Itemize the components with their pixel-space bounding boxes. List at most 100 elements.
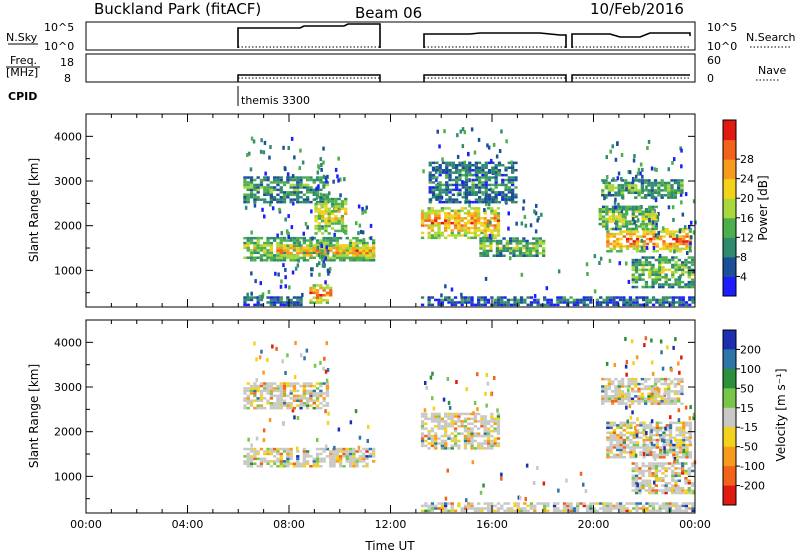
power-cell (614, 186, 618, 190)
power-cell (289, 200, 293, 204)
power-cell (529, 296, 534, 299)
power-cell (273, 301, 277, 304)
velocity-cell (282, 450, 287, 453)
velocity-cell (437, 420, 441, 423)
velocity-cell (626, 438, 630, 442)
power-cell (497, 183, 502, 187)
power-cell (468, 171, 472, 174)
power-cell (450, 214, 454, 217)
power-cell (483, 234, 487, 237)
power-cell (450, 221, 454, 225)
power-cell (611, 217, 616, 221)
power-cell (445, 169, 449, 172)
power-cell (455, 183, 459, 187)
velocity-cell (246, 406, 250, 410)
power-cell (471, 188, 475, 192)
power-scatter-cell (326, 174, 329, 179)
power-cell (286, 298, 290, 302)
velocity-cell (249, 455, 254, 458)
velocity-cell (606, 453, 610, 457)
power-cell (335, 249, 339, 252)
velocity-cell (624, 402, 628, 405)
velocity-scatter-cell (659, 339, 663, 344)
velocity-cell (450, 507, 454, 510)
velocity-cell (440, 504, 444, 508)
power-cell (329, 256, 333, 260)
velocity-cell (368, 447, 372, 451)
power-cell (645, 227, 650, 231)
power-cell (282, 191, 287, 194)
power-cell (634, 184, 638, 187)
velocity-cell (651, 486, 655, 490)
velocity-cell (444, 429, 448, 433)
power-scatter-cell (651, 220, 655, 225)
power-cell (362, 259, 366, 262)
velocity-cell (286, 465, 290, 468)
velocity-cell (282, 462, 287, 465)
velocity-cell (684, 462, 688, 465)
velocity-cell (592, 507, 596, 510)
power-cell (259, 246, 264, 250)
power-cell (334, 205, 338, 208)
velocity-cell (625, 502, 629, 505)
power-cell (451, 198, 455, 201)
power-scatter-cell (443, 129, 446, 134)
power-cell (365, 246, 369, 250)
velocity-cell (638, 484, 642, 487)
velocity-colorbar-tick-label: 100 (740, 363, 761, 376)
velocity-cell (348, 460, 353, 463)
velocity-cell (430, 437, 435, 440)
velocity-cell (243, 399, 247, 402)
velocity-cell (644, 380, 648, 383)
power-cell (671, 296, 675, 299)
velocity-cell (276, 404, 280, 407)
velocity-scatter-cell (634, 429, 638, 434)
velocity-scatter-cell (624, 337, 627, 341)
cpid-label: CPID (8, 90, 37, 103)
power-scatter-cell (655, 168, 658, 172)
velocity-cell (688, 421, 692, 425)
power-cell (460, 234, 464, 237)
power-cell (481, 191, 485, 194)
velocity-cell (626, 446, 630, 449)
velocity-cell (606, 426, 610, 430)
power-cell (525, 254, 529, 257)
power-cell (329, 259, 333, 262)
power-cell (638, 261, 642, 264)
velocity-cell (289, 406, 293, 410)
velocity-cell (628, 509, 633, 513)
velocity-cell (654, 489, 658, 492)
velocity-cell (604, 385, 608, 388)
velocity-cell (622, 438, 626, 442)
velocity-scatter-cell (557, 488, 560, 493)
power-cell (317, 222, 321, 225)
power-cell (688, 298, 692, 302)
power-cell (691, 301, 695, 304)
velocity-cell (292, 406, 297, 410)
power-cell (256, 244, 260, 247)
velocity-cell (362, 452, 366, 456)
power-cell (435, 166, 439, 169)
power-cell (263, 246, 267, 250)
velocity-cell (616, 436, 620, 439)
power-cell (522, 237, 526, 240)
power-cell (496, 298, 501, 302)
velocity-cell (486, 427, 491, 430)
velocity-cell (483, 420, 487, 423)
power-cell (325, 196, 330, 199)
velocity-cell (470, 444, 474, 448)
power-cell (628, 222, 632, 226)
power-cell (289, 303, 293, 307)
velocity-scatter-cell (625, 372, 628, 377)
velocity-colorbar-tick-label: -50 (740, 441, 758, 454)
velocity-cell (463, 434, 468, 438)
power-cell (484, 188, 488, 192)
power-cell (486, 229, 491, 232)
velocity-cell (309, 397, 313, 400)
power-cell (440, 207, 444, 210)
velocity-cell (680, 387, 684, 391)
power-scatter-cell (291, 174, 295, 178)
velocity-scatter-cell (642, 452, 646, 457)
power-cell (478, 171, 482, 174)
velocity-cell (685, 436, 689, 439)
